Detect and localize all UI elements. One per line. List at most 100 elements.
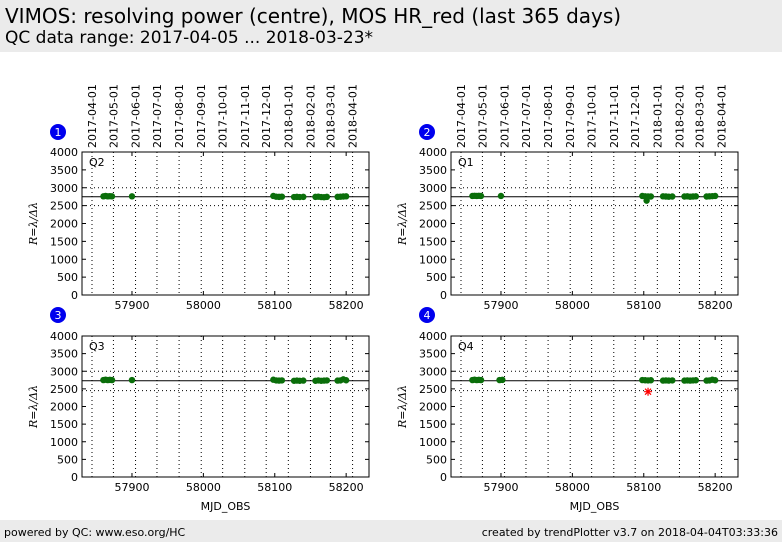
date-tick-label: 2017-06-01 bbox=[130, 84, 143, 148]
x-tick-label: 58100 bbox=[257, 481, 292, 494]
data-point bbox=[342, 377, 350, 384]
data-point bbox=[669, 377, 676, 384]
x-tick-label: 57900 bbox=[483, 299, 518, 312]
data-point bbox=[692, 193, 700, 200]
date-tick-label: 2017-04-01 bbox=[86, 84, 99, 148]
y-tick-label: 1500 bbox=[419, 418, 447, 431]
data-point bbox=[300, 377, 307, 384]
footer-band: powered by QC: www.eso.org/HC created by… bbox=[0, 520, 782, 542]
y-tick-label: 2500 bbox=[50, 200, 78, 213]
x-tick-label: 58200 bbox=[329, 299, 364, 312]
quadrant-label: Q3 bbox=[89, 340, 105, 353]
quadrant-label: Q2 bbox=[89, 156, 105, 169]
date-tick-label: 2018-01-01 bbox=[282, 84, 295, 148]
y-tick-label: 3000 bbox=[419, 365, 447, 378]
footer-created: created by trendPlotter v3.7 on 2018-04-… bbox=[481, 526, 778, 539]
data-point bbox=[323, 377, 331, 384]
quadrant-label: Q1 bbox=[458, 156, 474, 169]
y-tick-label: 2500 bbox=[419, 200, 447, 213]
x-tick-label: 58000 bbox=[186, 299, 221, 312]
date-tick-label: 2017-11-01 bbox=[608, 84, 621, 148]
plot-area bbox=[451, 336, 738, 477]
y-tick-label: 3000 bbox=[50, 182, 78, 195]
x-tick-label: 58000 bbox=[555, 299, 590, 312]
y-tick-label: 4000 bbox=[419, 330, 447, 343]
x-tick-label: 58200 bbox=[698, 299, 733, 312]
y-axis-label: R=λ/Δλ bbox=[396, 202, 409, 246]
y-tick-label: 500 bbox=[57, 271, 78, 284]
date-tick-label: 2017-12-01 bbox=[629, 84, 642, 148]
y-tick-label: 0 bbox=[440, 471, 447, 484]
date-tick-label: 2017-08-01 bbox=[542, 84, 555, 148]
data-point bbox=[669, 193, 676, 200]
y-tick-label: 0 bbox=[71, 289, 78, 302]
y-axis-label: R=λ/Δλ bbox=[27, 385, 40, 429]
data-point bbox=[711, 377, 719, 384]
x-tick-label: 57900 bbox=[114, 481, 149, 494]
plot-area bbox=[451, 152, 738, 295]
y-tick-label: 1500 bbox=[419, 235, 447, 248]
y-tick-label: 3500 bbox=[50, 164, 78, 177]
panel-badge bbox=[419, 124, 435, 140]
footer-credit: powered by QC: www.eso.org/HC bbox=[4, 526, 186, 539]
y-tick-label: 500 bbox=[426, 271, 447, 284]
date-tick-label: 2018-02-01 bbox=[673, 84, 686, 148]
data-point bbox=[692, 377, 700, 384]
y-tick-label: 500 bbox=[426, 453, 447, 466]
data-point bbox=[477, 376, 485, 384]
date-tick-label: 2017-08-01 bbox=[173, 84, 186, 148]
y-tick-label: 0 bbox=[440, 289, 447, 302]
page-title: VIMOS: resolving power (centre), MOS HR_… bbox=[5, 4, 622, 28]
data-point bbox=[647, 377, 655, 384]
y-tick-label: 2000 bbox=[419, 401, 447, 414]
x-tick-label: 58200 bbox=[698, 481, 733, 494]
y-tick-label: 3500 bbox=[419, 164, 447, 177]
y-axis-label: R=λ/Δλ bbox=[27, 202, 40, 246]
date-tick-label: 2018-04-01 bbox=[347, 84, 360, 148]
y-tick-label: 1000 bbox=[50, 253, 78, 266]
date-tick-label: 2018-03-01 bbox=[693, 84, 706, 148]
y-tick-label: 2000 bbox=[50, 401, 78, 414]
date-tick-label: 2017-05-01 bbox=[476, 84, 489, 148]
data-point bbox=[300, 193, 307, 201]
y-tick-label: 1000 bbox=[419, 436, 447, 449]
date-tick-label: 2017-06-01 bbox=[499, 84, 512, 148]
data-point bbox=[499, 376, 506, 384]
panel-badge-number: 3 bbox=[55, 309, 62, 322]
y-tick-label: 2000 bbox=[419, 218, 447, 231]
date-tick-label: 2017-09-01 bbox=[564, 84, 577, 148]
outlier-point bbox=[644, 387, 653, 396]
date-tick-label: 2018-03-01 bbox=[324, 84, 337, 148]
x-axis-label-right: MJD_OBS bbox=[570, 500, 620, 513]
data-point bbox=[647, 193, 655, 200]
data-point bbox=[278, 377, 286, 384]
panel-badge-number: 4 bbox=[424, 309, 431, 322]
y-tick-label: 2500 bbox=[419, 383, 447, 396]
panel-badge-number: 2 bbox=[424, 126, 431, 139]
data-point bbox=[477, 192, 485, 200]
quadrant-label: Q4 bbox=[458, 340, 474, 353]
data-point bbox=[108, 376, 116, 384]
plot-area bbox=[82, 152, 369, 295]
data-point bbox=[711, 192, 719, 200]
x-tick-label: 58000 bbox=[186, 481, 221, 494]
date-tick-label: 2017-07-01 bbox=[151, 84, 164, 148]
data-point bbox=[128, 376, 136, 384]
data-point bbox=[323, 193, 331, 201]
date-tick-label: 2017-10-01 bbox=[586, 84, 599, 148]
y-tick-label: 4000 bbox=[50, 146, 78, 159]
date-tick-label: 2017-05-01 bbox=[107, 84, 120, 148]
y-tick-label: 4000 bbox=[419, 146, 447, 159]
y-tick-label: 3500 bbox=[50, 348, 78, 361]
data-point bbox=[128, 193, 136, 200]
date-tick-label: 2018-02-01 bbox=[304, 84, 317, 148]
x-axis-label-left: MJD_OBS bbox=[201, 500, 251, 513]
panel-badge bbox=[50, 124, 66, 140]
y-tick-label: 1500 bbox=[50, 418, 78, 431]
date-tick-label: 2017-04-01 bbox=[455, 84, 468, 148]
y-tick-label: 0 bbox=[71, 471, 78, 484]
y-tick-label: 2000 bbox=[50, 218, 78, 231]
data-point bbox=[342, 193, 350, 200]
y-tick-label: 3000 bbox=[50, 365, 78, 378]
